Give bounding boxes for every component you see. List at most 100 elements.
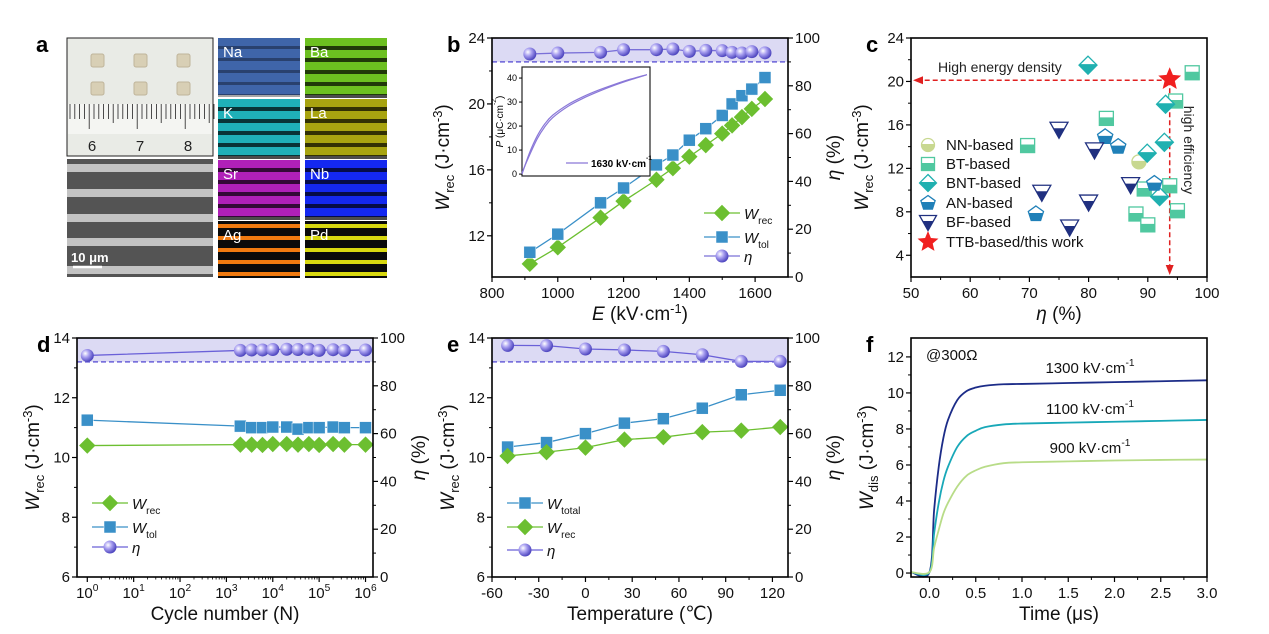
legend-label: AN-based (946, 195, 1013, 212)
legend-marker-triangle-down (918, 214, 938, 232)
element-band (218, 272, 300, 276)
electrode-gap (305, 180, 387, 184)
x-axis-title: η (%) (1036, 304, 1081, 325)
electrode-gap (218, 131, 300, 135)
inset-charge-curve (521, 74, 648, 175)
data-point-sphere (312, 343, 326, 357)
y2-tick-label: 100 (795, 330, 820, 347)
data-point-sphere (302, 342, 316, 356)
label-part: ) (433, 104, 454, 110)
label-part: total (561, 506, 580, 517)
electrode-gap (218, 168, 300, 172)
discharge-curve-1 (910, 419, 1208, 576)
x-tick-label: 102 (169, 583, 192, 602)
electrode-gap (218, 94, 300, 97)
label-part: tol (146, 530, 157, 541)
arrow-head-icon (913, 76, 923, 85)
label-part: η (547, 543, 555, 560)
data-point-sphere (666, 42, 680, 56)
eds-map-nb: Nb (305, 160, 387, 220)
y2-tick-label: 20 (380, 521, 397, 538)
data-point-sphere (245, 343, 259, 357)
electrode-gap (218, 143, 300, 147)
x-axis-title: Time (μs) (1019, 604, 1099, 625)
data-point-square (725, 97, 739, 111)
data-point-square (523, 246, 537, 259)
data-point-triangle-down (1084, 142, 1105, 161)
x-tick-label: 80 (1080, 285, 1097, 302)
capacitor-chip (176, 81, 191, 96)
y2-tick-label: 100 (795, 30, 820, 47)
legend-label: η (547, 543, 555, 560)
y-tick-label: 16 (468, 162, 485, 179)
data-point-sphere (540, 339, 554, 353)
data-point-sphere (649, 43, 663, 57)
element-band (305, 260, 387, 264)
inset-y-tick-label: 40 (507, 73, 517, 83)
data-point-diamond (743, 100, 761, 118)
y-tick-label: 10 (468, 450, 485, 467)
panel-letter: f (866, 332, 874, 357)
label-part: ) (682, 304, 688, 325)
y-tick-label: 20 (887, 73, 904, 90)
y2-tick-label: 40 (795, 173, 812, 190)
data-point-diamond (615, 192, 632, 210)
data-point-sphere (80, 348, 94, 362)
load-resistance-label: @300Ω (926, 347, 977, 364)
legend-marker-sphere (518, 543, 532, 557)
element-label: Sr (223, 166, 238, 183)
y-tick-label: 12 (468, 228, 485, 245)
label-part: W (433, 191, 454, 211)
electrode-gap (218, 46, 300, 49)
data-point-sphere (594, 45, 608, 59)
x-tick-label: 90 (717, 585, 734, 602)
label-part: W (547, 496, 563, 513)
label-part: (J·cm (433, 122, 454, 175)
plot-frame (910, 337, 1208, 578)
data-point-square (1162, 178, 1178, 194)
data-point-square (1184, 65, 1200, 81)
y-tick-label: 2 (896, 529, 904, 546)
data-point-sphere (715, 44, 729, 58)
data-point-diamond (1137, 143, 1158, 164)
label-part: dis (866, 476, 881, 493)
tick-exponent: 1 (139, 583, 145, 594)
label-part: (kV·cm (605, 304, 670, 325)
data-point-diamond (733, 108, 751, 126)
electrode-gap (305, 58, 387, 62)
series-diamond (1078, 55, 1176, 207)
label-part: η (744, 249, 752, 266)
data-point-square (1140, 217, 1156, 233)
label-part: -3 (849, 111, 864, 122)
data-point-diamond (300, 435, 318, 453)
label-part: 900 kV·cm (1050, 440, 1122, 457)
plot-frame (76, 337, 374, 578)
data-point-square (594, 196, 607, 210)
data-point-diamond (357, 436, 374, 453)
data-point-diamond (681, 148, 698, 165)
panel-letter: c (866, 32, 878, 57)
electrode-gap (305, 168, 387, 172)
element-band (305, 236, 387, 240)
panel-c-chart: High energy density high efficiency NN-bas… (849, 30, 1220, 325)
tick-base: 10 (122, 585, 139, 602)
data-point-circle (1131, 154, 1147, 170)
y-tick-label: 24 (468, 30, 485, 47)
legend-label: BT-based (946, 156, 1010, 173)
y2-tick-label: 20 (795, 221, 812, 238)
series-1 (499, 418, 789, 465)
tick-base: 10 (262, 585, 279, 602)
electrode-gap (218, 119, 300, 123)
series-0 (501, 384, 787, 454)
legend-label: Wtol (132, 520, 157, 541)
data-point-square (617, 181, 630, 195)
series-triangle-down (1031, 121, 1141, 238)
data-point-sphere (280, 342, 294, 356)
series-circle (1131, 154, 1147, 170)
data-point-square (81, 413, 94, 427)
x-tick-label: 0.5 (965, 585, 986, 602)
legend-marker-square (518, 496, 532, 510)
y2-tick-label: 40 (380, 473, 397, 490)
y2-axis-title: η (%) (824, 435, 845, 480)
